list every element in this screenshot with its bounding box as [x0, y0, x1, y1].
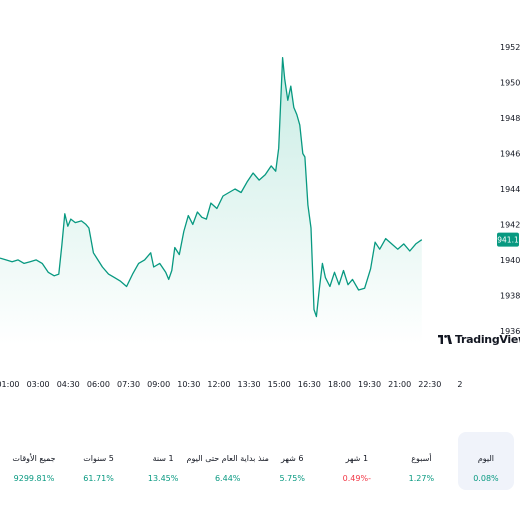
last-price-label: 1941.14	[492, 236, 520, 245]
period-cell[interactable]: اليوم 0.08%	[457, 432, 514, 490]
y-tick-label: 1944.00	[500, 185, 520, 194]
tradingview-brand: TradingView	[455, 333, 520, 346]
period-label: أسبوع	[411, 454, 432, 463]
x-tick-label: 06:00	[87, 380, 110, 389]
x-tick-label: 04:30	[57, 380, 80, 389]
period-cell[interactable]: 5 سنوات 61.71%	[71, 432, 127, 490]
y-tick-label: 1950.00	[500, 79, 520, 88]
y-tick-label: 1942.00	[500, 220, 520, 229]
last-price-badge: 1941.14	[492, 232, 520, 247]
x-tick-label: 13:30	[238, 380, 261, 389]
performance-periods: اليوم 0.08% أسبوع 1.27% 1 شهر 0.49%- 6 شهر 5.75…	[0, 432, 520, 494]
y-tick-label: 1938.00	[500, 291, 520, 300]
x-tick-label: 18:00	[328, 380, 351, 389]
x-tick-label: 19:30	[358, 380, 381, 389]
price-area-fill	[0, 57, 422, 345]
period-change-value: 61.71%	[83, 474, 114, 483]
period-cell[interactable]: جميع الأوقات 9299.81%	[6, 432, 62, 490]
x-tick-label: 07:30	[117, 380, 140, 389]
price-line	[0, 57, 423, 318]
y-tick-label: 1936.00	[500, 327, 520, 336]
tradingview-logo[interactable]: TradingView	[438, 333, 520, 346]
period-cell[interactable]: 1 شهر 0.49%-	[329, 432, 385, 490]
x-tick-label: 12:00	[207, 380, 230, 389]
period-label: اليوم	[477, 454, 495, 463]
x-tick-label: 16:30	[298, 380, 321, 389]
period-label: 6 شهر	[281, 454, 304, 463]
period-cell[interactable]: 6 شهر 5.75%	[264, 432, 320, 490]
y-tick-label: 1948.00	[500, 114, 520, 123]
period-label: 1 شهر	[345, 454, 369, 463]
period-change-value: 9299.81%	[13, 474, 55, 483]
x-tick-label: 09:00	[147, 380, 170, 389]
x-tick-label: 21:00	[388, 380, 411, 389]
x-tick-label: 15:00	[268, 380, 291, 389]
price-chart[interactable]: 1952.00 1950.00 1948.00 1946.00 1944.00 1942.…	[0, 0, 520, 400]
period-cell[interactable]: 1 سنة 13.45%	[135, 432, 191, 490]
period-change-value: 13.45%	[147, 474, 179, 483]
period-label: جميع الأوقات	[12, 454, 56, 463]
x-axis: 01:00 03:00 04:30 06:00 07:30 09:00 10:30 12:00…	[0, 380, 463, 389]
period-cell[interactable]: أسبوع 1.27%	[393, 432, 449, 490]
x-tick-label: 10:30	[177, 380, 200, 389]
period-change-value: 5.75%	[279, 474, 305, 483]
period-label: 1 سنة	[152, 454, 174, 463]
period-label: 5 سنوات	[83, 454, 114, 463]
y-tick-label: 1946.00	[500, 149, 520, 158]
x-tick-label: 03:00	[27, 380, 50, 389]
period-change-value: 0.49%-	[342, 474, 371, 483]
period-change-value: 0.08%	[473, 474, 499, 483]
y-axis: 1952.00 1950.00 1948.00 1946.00 1944.00 1942.…	[500, 43, 520, 336]
x-tick-label: 22:30	[418, 380, 441, 389]
y-tick-label: 1940.00	[500, 256, 520, 265]
period-cell[interactable]: منذ بداية العام حتى اليوم 6.44%	[187, 432, 269, 490]
period-change-value: 1.27%	[408, 474, 435, 483]
y-tick-label: 1952.00	[500, 43, 520, 52]
x-tick-label: 2	[457, 380, 462, 389]
tradingview-logo-icon	[438, 335, 452, 344]
period-label: منذ بداية العام حتى اليوم	[186, 454, 269, 463]
period-change-value: 6.44%	[214, 474, 241, 483]
x-tick-label: 01:00	[0, 380, 20, 389]
